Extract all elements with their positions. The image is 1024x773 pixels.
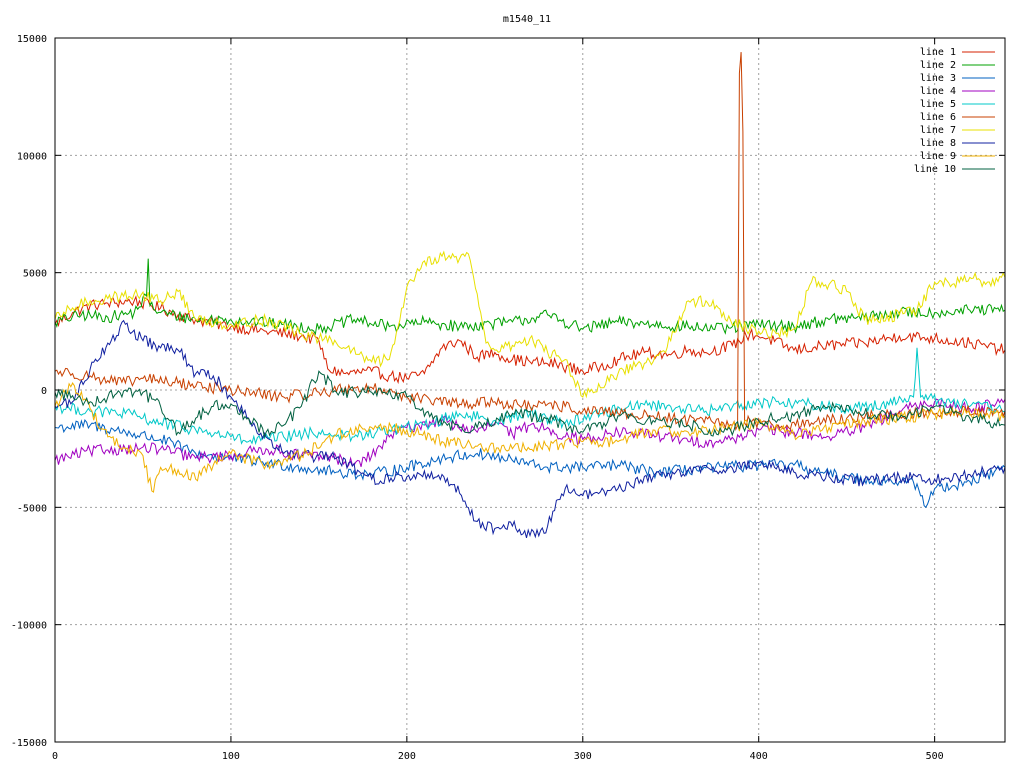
series-line-10: [54, 370, 1006, 439]
grid-layer: [55, 38, 1005, 742]
ticks-layer: 0 100 200 300 400 500 -15000 -10000 -5000 0 5000 10…: [11, 34, 1005, 762]
legend-label: line 5: [920, 99, 956, 110]
legend-label: line 1: [920, 47, 956, 58]
x-tick-label: 400: [750, 751, 768, 762]
x-tick-label: 0: [52, 751, 58, 762]
legend-label: line 8: [920, 138, 956, 149]
x-tick-label: 100: [222, 751, 240, 762]
series-line-6: [54, 52, 1006, 432]
y-tick-label: 15000: [17, 34, 47, 45]
y-tick-label: -10000: [11, 621, 47, 632]
series-line-7: [54, 250, 1006, 399]
series-line-4: [54, 397, 1006, 470]
series-layer: [54, 52, 1006, 539]
y-tick-label: -5000: [17, 503, 47, 514]
legend-label: line 2: [920, 60, 956, 71]
legend-label: line 3: [920, 73, 956, 84]
series-line-9: [54, 381, 1006, 493]
y-tick-label: 0: [41, 386, 47, 397]
y-tick-label: 10000: [17, 151, 47, 162]
x-tick-label: 200: [398, 751, 416, 762]
legend-label: line 4: [920, 86, 956, 97]
x-tick-label: 300: [574, 751, 592, 762]
legend: line 1 line 2 line 3 line 4 line 5 line 6 line…: [914, 47, 995, 175]
series-line-3: [54, 419, 1006, 509]
y-tick-label: -15000: [11, 738, 47, 749]
series-line-2: [54, 258, 1006, 336]
chart-title: m1540_11: [503, 14, 551, 25]
x-tick-label: 500: [926, 751, 944, 762]
legend-label: line 9: [920, 151, 956, 162]
legend-label: line 10: [914, 164, 956, 175]
y-tick-label: 5000: [23, 269, 47, 280]
series-line-8: [54, 319, 1006, 539]
legend-label: line 7: [920, 125, 956, 136]
legend-label: line 6: [920, 112, 956, 123]
